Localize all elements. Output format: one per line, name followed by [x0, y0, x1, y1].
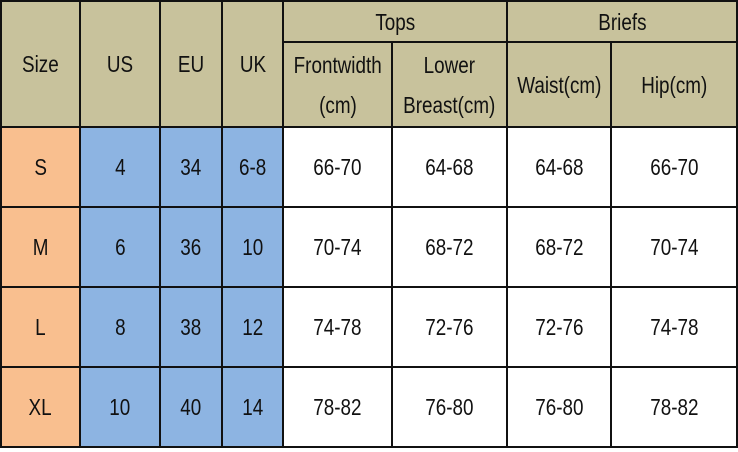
cell-text: M	[32, 234, 49, 260]
table-row: XL 10 40 14 78-82 76-80 76-80 78-82	[0, 366, 738, 448]
header-waist: Waist(cm)	[505, 41, 613, 128]
cell-text: 76-80	[425, 394, 474, 420]
cell-text: 66-70	[313, 154, 362, 180]
cell-text: 66-70	[650, 154, 699, 180]
cell-frontwidth: 70-74	[281, 206, 394, 288]
header-lower-breast: Lower Breast(cm)	[391, 41, 508, 128]
cell-lower-breast: 76-80	[391, 366, 508, 448]
header-us: US	[78, 0, 162, 128]
header-frontwidth: Frontwidth (cm)	[281, 41, 394, 128]
cell-text: S	[34, 154, 47, 180]
cell-text: 36	[180, 234, 202, 260]
cell-waist: 64-68	[505, 126, 613, 208]
header-size: Size	[0, 0, 81, 128]
cell-text: 70-74	[650, 234, 699, 260]
cell-text: 74-78	[313, 314, 362, 340]
cell-size: S	[0, 126, 81, 208]
cell-text: L	[35, 314, 46, 340]
cell-us: 4	[78, 126, 162, 208]
cell-hip: 70-74	[610, 206, 738, 288]
header-briefs: Briefs	[505, 0, 738, 43]
cell-us: 8	[78, 286, 162, 368]
cell-text: 14	[242, 394, 264, 420]
cell-text: 70-74	[313, 234, 362, 260]
cell-text: 72-76	[425, 314, 474, 340]
cell-uk: 12	[221, 286, 284, 368]
cell-frontwidth: 78-82	[281, 366, 394, 448]
cell-text: 74-78	[650, 314, 699, 340]
header-uk: UK	[221, 0, 284, 128]
header-hip: Hip(cm)	[610, 41, 738, 128]
cell-lower-breast: 72-76	[391, 286, 508, 368]
cell-text: 6-8	[238, 154, 267, 180]
cell-lower-breast: 68-72	[391, 206, 508, 288]
table-row: L 8 38 12 74-78 72-76 72-76 74-78	[0, 286, 738, 368]
cell-uk: 14	[221, 366, 284, 448]
cell-eu: 34	[159, 126, 224, 208]
cell-text: 10	[109, 394, 131, 420]
table-row: M 6 36 10 70-74 68-72 68-72 70-74	[0, 206, 738, 288]
table-row: S 4 34 6-8 66-70 64-68 64-68 66-70	[0, 126, 738, 208]
cell-waist: 76-80	[505, 366, 613, 448]
cell-waist: 68-72	[505, 206, 613, 288]
cell-frontwidth: 66-70	[281, 126, 394, 208]
cell-text: 64-68	[425, 154, 474, 180]
cell-eu: 40	[159, 366, 224, 448]
cell-lower-breast: 64-68	[391, 126, 508, 208]
cell-text: 40	[180, 394, 202, 420]
cell-frontwidth: 74-78	[281, 286, 394, 368]
cell-eu: 38	[159, 286, 224, 368]
header-tops: Tops	[281, 0, 508, 43]
cell-text: 4	[114, 154, 126, 180]
cell-size: L	[0, 286, 81, 368]
cell-uk: 6-8	[221, 126, 284, 208]
cell-text: 38	[180, 314, 202, 340]
cell-text: 68-72	[425, 234, 474, 260]
cell-us: 6	[78, 206, 162, 288]
cell-size: XL	[0, 366, 81, 448]
cell-text: 8	[114, 314, 126, 340]
cell-text: 6	[114, 234, 126, 260]
cell-text: 78-82	[313, 394, 362, 420]
cell-text: 68-72	[534, 234, 584, 260]
cell-eu: 36	[159, 206, 224, 288]
cell-text: 10	[242, 234, 264, 260]
cell-text: 12	[242, 314, 264, 340]
header-eu: EU	[159, 0, 224, 128]
cell-text: 34	[180, 154, 202, 180]
cell-hip: 74-78	[610, 286, 738, 368]
cell-us: 10	[78, 366, 162, 448]
cell-hip: 78-82	[610, 366, 738, 448]
cell-text: 64-68	[534, 154, 584, 180]
cell-uk: 10	[221, 206, 284, 288]
cell-text: XL	[28, 394, 52, 420]
cell-waist: 72-76	[505, 286, 613, 368]
cell-text: 72-76	[534, 314, 584, 340]
cell-text: 78-82	[650, 394, 699, 420]
cell-hip: 66-70	[610, 126, 738, 208]
cell-size: M	[0, 206, 81, 288]
cell-text: 76-80	[534, 394, 584, 420]
